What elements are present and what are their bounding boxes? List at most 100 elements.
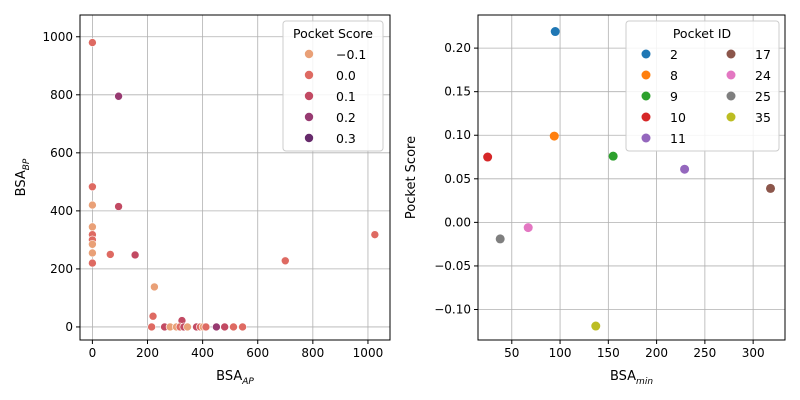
x-tick-label: 600 xyxy=(246,346,269,360)
left-x-axis-label-sub: AP xyxy=(241,377,254,387)
x-tick-label: 100 xyxy=(549,346,572,360)
right-legend: Pocket ID 2 8 9 10 11 17 24 25 35 xyxy=(625,20,780,152)
data-point-pocket-8 xyxy=(549,131,559,141)
right-x-axis-label-sub: min xyxy=(636,377,653,387)
data-point-pocket-9 xyxy=(608,151,618,161)
left-legend-label: 0.2 xyxy=(336,110,356,125)
y-tick-label: 0.20 xyxy=(444,41,471,55)
right-legend-marker xyxy=(726,91,736,101)
left-x-axis-label: BSAAP xyxy=(216,369,254,387)
left-plot-frame xyxy=(79,14,391,341)
left-x-ticks: 0 200 400 600 800 1000 xyxy=(89,340,383,360)
data-point-pocket-2 xyxy=(550,27,560,37)
data-point-pocket-25 xyxy=(495,234,505,244)
right-legend-label: 2 xyxy=(670,47,678,62)
left-legend-title: Pocket Score xyxy=(293,26,373,41)
x-tick-label: 300 xyxy=(742,346,765,360)
y-tick-label: 0 xyxy=(65,320,73,334)
data-point xyxy=(88,222,97,232)
y-tick-label: 0.15 xyxy=(444,85,471,99)
right-legend-label: 25 xyxy=(755,89,771,104)
y-tick-label: 0.00 xyxy=(444,215,471,229)
data-point xyxy=(150,282,159,292)
chart-left-bsa-bp-vs-bsa-ap: 0 200 400 600 800 100002004006008001000BSAAPB… xyxy=(14,14,391,387)
chart-right-pocket-score-vs-bsa-min: 50 100 150 200 250 300 −0.10 −0.05 0.00 0.05 0.10 0… xyxy=(404,14,786,387)
left-legend-marker xyxy=(304,91,314,101)
right-legend-marker xyxy=(641,133,651,143)
data-point-pocket-35 xyxy=(591,321,601,331)
right-x-axis-label-main: BSA xyxy=(610,369,636,384)
data-point xyxy=(106,250,115,259)
data-point xyxy=(114,91,123,101)
data-point xyxy=(148,311,158,321)
x-tick-label: 50 xyxy=(504,346,519,360)
left-legend-label: 0.3 xyxy=(336,131,356,146)
left-y-axis-label-sub: BP xyxy=(22,158,32,170)
right-y-ticks: −0.10 −0.05 0.00 0.05 0.10 0.15 0.20 xyxy=(434,41,478,317)
data-point xyxy=(370,230,380,239)
data-point xyxy=(212,322,221,332)
right-x-ticks: 50 100 150 200 250 300 xyxy=(504,340,765,360)
data-point xyxy=(114,202,123,211)
right-legend-title: Pocket ID xyxy=(673,26,731,41)
data-point xyxy=(280,256,290,266)
x-tick-label: 400 xyxy=(191,346,214,360)
data-point xyxy=(220,322,229,332)
right-legend-label: 17 xyxy=(755,47,771,62)
x-tick-label: 150 xyxy=(597,346,620,360)
data-point-pocket-10 xyxy=(483,152,493,162)
x-tick-label: 0 xyxy=(89,346,97,360)
right-plot-frame xyxy=(477,14,786,341)
left-y-axis-label: BSABP xyxy=(14,158,32,196)
x-tick-label: 250 xyxy=(693,346,716,360)
right-legend-marker xyxy=(726,70,736,80)
right-legend-label: 10 xyxy=(670,110,686,125)
right-legend-label: 35 xyxy=(755,110,771,125)
y-tick-label: 0.10 xyxy=(444,128,471,142)
left-legend-label: −0.1 xyxy=(336,47,366,62)
right-legend-label: 8 xyxy=(670,68,678,83)
right-legend-marker xyxy=(641,49,651,59)
left-legend-label: 0.1 xyxy=(336,89,356,104)
data-point xyxy=(88,239,97,249)
data-point-pocket-11 xyxy=(680,164,690,174)
data-point-pocket-17 xyxy=(766,183,776,193)
left-points xyxy=(88,38,380,332)
y-tick-label: 0.05 xyxy=(444,172,471,186)
data-point-pocket-24 xyxy=(523,223,533,233)
data-point xyxy=(88,200,97,210)
right-x-axis-label: BSAmin xyxy=(610,369,653,387)
data-point xyxy=(88,258,97,268)
data-point xyxy=(238,322,247,332)
right-legend-marker xyxy=(641,112,651,122)
right-points xyxy=(483,27,776,331)
data-point xyxy=(88,248,97,258)
data-point xyxy=(229,322,238,332)
left-x-axis-label-main: BSA xyxy=(216,369,242,384)
y-tick-label: 200 xyxy=(50,262,73,276)
data-point xyxy=(183,322,192,332)
left-legend: Pocket Score −0.1 0.0 0.1 0.2 0.3 xyxy=(282,20,384,152)
data-point xyxy=(88,38,97,47)
left-legend-marker xyxy=(304,133,314,143)
data-point xyxy=(201,322,211,332)
left-legend-marker xyxy=(304,49,314,59)
y-tick-label: 800 xyxy=(50,88,73,102)
x-tick-label: 200 xyxy=(136,346,159,360)
right-legend-marker xyxy=(726,49,736,59)
left-legend-marker xyxy=(304,112,314,122)
y-tick-label: 400 xyxy=(50,204,73,218)
left-legend-label: 0.0 xyxy=(336,68,356,83)
data-point xyxy=(130,250,140,260)
right-legend-label: 11 xyxy=(670,131,686,146)
data-point xyxy=(88,182,97,192)
y-tick-label: −0.10 xyxy=(434,303,471,317)
right-y-axis-label: Pocket Score xyxy=(404,136,419,219)
right-legend-label: 9 xyxy=(670,89,678,104)
right-legend-marker xyxy=(641,91,651,101)
left-y-axis-label-main: BSA xyxy=(14,170,29,196)
right-legend-marker xyxy=(726,112,736,122)
left-y-ticks: 0 200 400 600 800 1000 xyxy=(42,30,80,334)
y-tick-label: 1000 xyxy=(42,30,73,44)
